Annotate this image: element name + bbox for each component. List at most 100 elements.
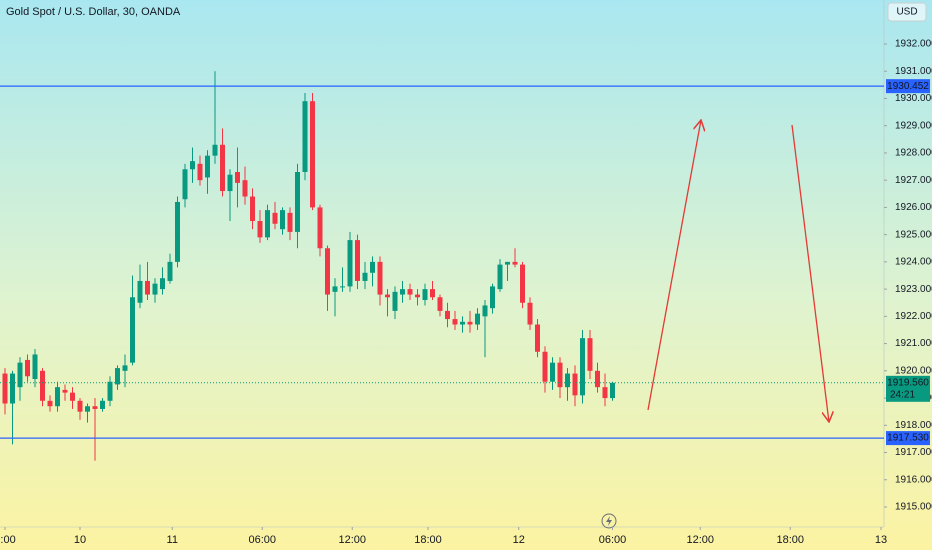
candle-body: [77, 400, 83, 412]
candle-body: [250, 196, 256, 222]
candle-body: [310, 101, 316, 208]
candle-body: [145, 280, 151, 295]
x-tick-label: 13: [875, 534, 887, 546]
candle-body: [460, 321, 466, 325]
y-tick-label: 1917.000: [895, 447, 932, 458]
candle-body: [422, 289, 428, 301]
candle-body: [512, 261, 518, 265]
candle-body: [137, 280, 143, 303]
last-price-label: 1919.560: [887, 377, 929, 388]
candle-body: [370, 261, 376, 273]
y-tick-label: 1931.000: [895, 66, 932, 77]
candle-body: [272, 212, 278, 224]
x-tick-label: 18:00: [414, 534, 442, 546]
y-tick-label: 1924.000: [895, 257, 932, 268]
candle-body: [317, 207, 323, 249]
axis-layer: 1915.0001916.0001917.0001918.0001919.000…: [0, 39, 932, 546]
candle-body: [565, 373, 571, 388]
y-tick-label: 1928.000: [895, 148, 932, 159]
candle-body: [152, 283, 158, 295]
plot: [0, 71, 884, 461]
candle-body: [347, 240, 353, 287]
candle-body: [280, 210, 286, 230]
candle-body: [572, 373, 578, 396]
level-label-box: [886, 79, 930, 94]
candle-body: [197, 163, 203, 181]
y-tick-label: 1918.000: [895, 420, 932, 431]
x-tick-label: 12: [513, 534, 525, 546]
chart-title: Gold Spot / U.S. Dollar, 30, OANDA: [6, 6, 181, 18]
lightning-glyph: [606, 516, 612, 526]
candle-body: [55, 387, 61, 407]
x-tick-label: 10: [74, 534, 86, 546]
lightning-icon[interactable]: [601, 513, 617, 529]
level-label: 1917.530: [887, 433, 929, 444]
candle-body: [257, 221, 263, 238]
candle-body: [610, 382, 616, 399]
y-tick-label: 1927.000: [895, 175, 932, 186]
level-label: 1930.452: [887, 81, 929, 92]
candle-body: [520, 264, 526, 303]
candle-body: [482, 305, 488, 317]
candle-body: [377, 261, 383, 295]
y-tick-label: 1922.000: [895, 311, 932, 322]
y-tick-label: 1932.000: [895, 39, 932, 50]
candle-body: [542, 351, 548, 382]
candle-body: [40, 370, 46, 401]
candle-body: [437, 297, 443, 311]
x-tick-label: 11: [167, 534, 178, 546]
candle-body: [130, 297, 136, 363]
currency-button[interactable]: [887, 2, 927, 22]
candle-body: [430, 289, 436, 298]
candle-body: [32, 354, 38, 379]
candle-body: [227, 174, 233, 192]
candle-body: [287, 212, 293, 232]
candle-body: [205, 155, 211, 178]
candle-body: [190, 161, 196, 170]
candle-body: [325, 248, 331, 295]
currency-label[interactable]: USD: [896, 7, 917, 18]
y-tick-label: 1925.000: [895, 229, 932, 240]
candle-body: [535, 324, 541, 352]
candle-body: [220, 144, 226, 192]
y-tick-label: 1929.000: [895, 120, 932, 131]
candle-body: [400, 289, 406, 295]
y-tick-label: 1915.000: [895, 502, 932, 513]
candle-body: [497, 264, 503, 290]
level-label-box: [886, 431, 930, 446]
candle-body: [392, 291, 398, 311]
x-tick-label: 06:00: [599, 534, 627, 546]
countdown-label: 24:21: [890, 389, 915, 400]
candle-body: [100, 400, 106, 409]
candle-body: [182, 169, 188, 200]
candle-body: [557, 362, 563, 388]
candle-body: [415, 294, 421, 298]
candle-body: [160, 278, 166, 290]
x-tick-label: 12:00: [686, 534, 714, 546]
candle-body: [47, 400, 53, 407]
candle-body: [602, 387, 608, 399]
candle-body: [587, 338, 593, 371]
candle-body: [362, 272, 368, 281]
candle-body: [302, 101, 308, 172]
candle-body: [407, 289, 413, 295]
candle-body: [475, 313, 481, 325]
candle-body: [2, 373, 8, 404]
y-tick-label: 1921.000: [895, 338, 932, 349]
y-tick-label: 1923.000: [895, 284, 932, 295]
candle-body: [212, 144, 218, 156]
candle-body: [70, 392, 76, 401]
x-tick-label: 18:00: [776, 534, 804, 546]
candle-body: [235, 171, 241, 183]
candle-body: [385, 294, 391, 298]
candle-body: [242, 180, 248, 197]
candle-body: [167, 261, 173, 281]
y-tick-label: 1926.000: [895, 202, 932, 213]
candle-body: [580, 338, 586, 396]
y-tick-label: 1930.000: [895, 93, 932, 104]
candle-body: [115, 368, 121, 385]
x-tick-label: 2:00: [0, 534, 16, 546]
candle-body: [265, 210, 271, 238]
